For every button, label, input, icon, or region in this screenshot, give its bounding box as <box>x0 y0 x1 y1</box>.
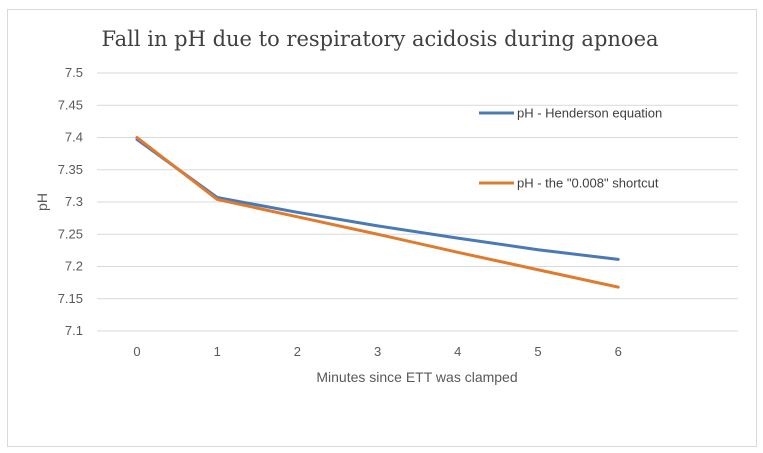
x-tick-labels: 0 1 2 3 4 5 6 <box>133 344 621 359</box>
y-tick-label: 7.4 <box>65 130 83 145</box>
x-tick-label: 6 <box>615 344 622 359</box>
x-tick-label: 1 <box>214 344 221 359</box>
series-line-2 <box>135 136 620 289</box>
x-tick-label: 3 <box>374 344 381 359</box>
y-tick-label: 7.15 <box>58 291 83 306</box>
y-tick-label: 7.2 <box>65 259 83 274</box>
x-tick-label: 0 <box>133 344 140 359</box>
y-tick-label: 7.25 <box>58 226 83 241</box>
legend: pH - Henderson equation pH - the "0.008" … <box>479 106 662 191</box>
x-tick-label: 4 <box>454 344 461 359</box>
chart-title: Fall in pH due to respiratory acidosis d… <box>101 27 658 51</box>
y-axis-title: pH <box>34 193 50 211</box>
y-tick-label: 7.45 <box>58 97 83 112</box>
x-tick-label: 5 <box>534 344 541 359</box>
series-line-1 <box>135 137 620 261</box>
y-tick-label: 7.35 <box>58 162 83 177</box>
y-tick-label: 7.1 <box>65 323 83 338</box>
x-axis-title: Minutes since ETT was clamped <box>316 369 517 385</box>
legend-label-1: pH - Henderson equation <box>517 106 662 121</box>
y-tick-label: 7.5 <box>65 65 83 80</box>
x-tick-label: 2 <box>294 344 301 359</box>
y-tick-label: 7.3 <box>65 194 83 209</box>
gridlines <box>97 72 738 332</box>
series-lines <box>135 136 620 289</box>
y-tick-labels: 7.1 7.15 7.2 7.25 7.3 7.35 7.4 7.45 7.5 <box>58 65 83 338</box>
legend-label-2: pH - the "0.008" shortcut <box>517 176 659 191</box>
